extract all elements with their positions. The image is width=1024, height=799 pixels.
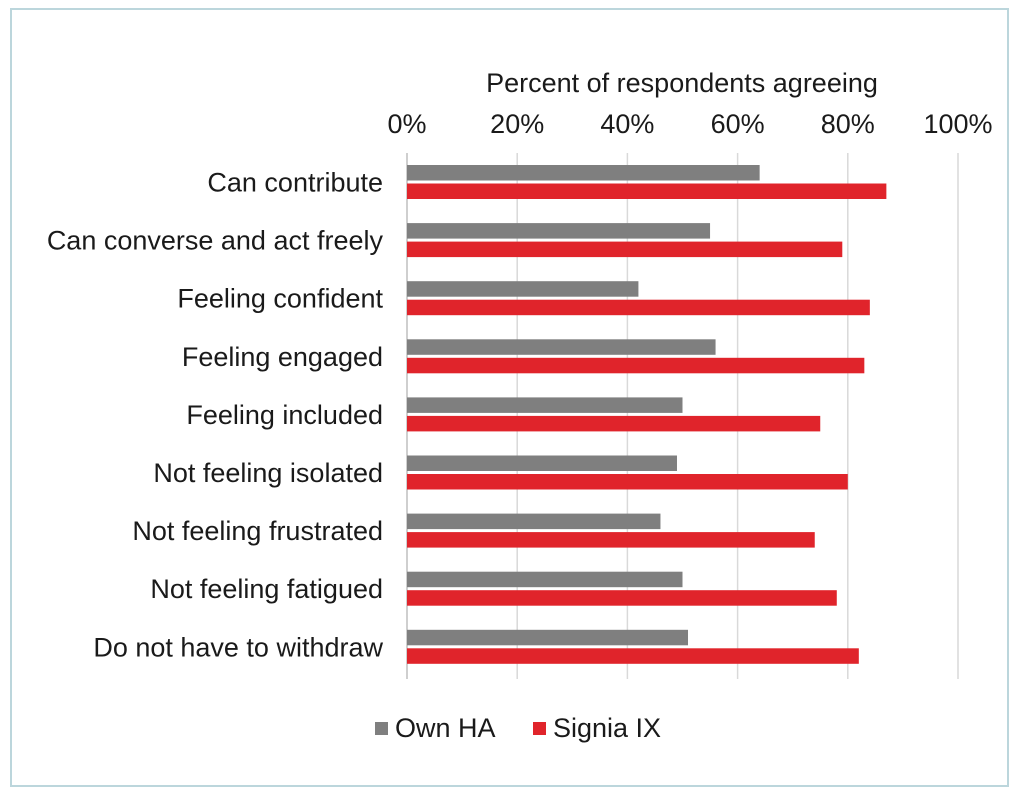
legend-swatch — [375, 722, 388, 735]
bar-signia-ix — [407, 474, 848, 490]
category-label: Feeling engaged — [182, 342, 383, 372]
category-label: Not feeling fatigued — [150, 574, 383, 604]
category-label: Do not have to withdraw — [93, 632, 383, 662]
legend-swatch — [533, 722, 546, 735]
bar-own-ha — [407, 397, 683, 413]
bar-own-ha — [407, 339, 716, 355]
bar-own-ha — [407, 165, 760, 181]
bar-own-ha — [407, 629, 689, 646]
x-tick-label: 80% — [821, 109, 875, 139]
legend-label: Signia IX — [553, 713, 661, 743]
bar-own-ha — [407, 513, 661, 530]
x-axis-ticks: 0% 20% 40% 60% 80% 100% — [387, 109, 992, 139]
category-label: Feeling confident — [177, 284, 383, 314]
x-tick-label: 100% — [923, 109, 992, 139]
category-label: Not feeling frustrated — [132, 516, 383, 546]
bar-signia-ix — [407, 241, 843, 258]
bar-signia-ix — [407, 648, 859, 664]
category-label: Not feeling isolated — [153, 458, 383, 488]
bar-own-ha — [407, 281, 639, 297]
x-tick-label: 0% — [387, 109, 426, 139]
x-tick-label: 20% — [490, 109, 544, 139]
category-label: Can converse and act freely — [47, 226, 384, 256]
category-label: Can contribute — [207, 168, 383, 198]
bar-own-ha — [407, 571, 683, 588]
category-label: Feeling included — [186, 400, 383, 430]
bar-signia-ix — [407, 415, 821, 432]
bar-signia-ix — [407, 357, 865, 374]
legend-label: Own HA — [395, 713, 496, 743]
legend: Own HA Signia IX — [375, 713, 661, 743]
x-tick-label: 60% — [711, 109, 765, 139]
bar-signia-ix — [407, 299, 870, 316]
bar-own-ha — [407, 223, 711, 239]
bar-own-ha — [407, 455, 677, 471]
bar-signia-ix — [407, 183, 887, 199]
bar-signia-ix — [407, 532, 815, 548]
chart-title: Percent of respondents agreeing — [486, 68, 878, 98]
x-tick-label: 40% — [600, 109, 654, 139]
bar-signia-ix — [407, 590, 837, 606]
bars — [407, 165, 887, 664]
category-labels: Can contribute Can converse and act freel… — [47, 168, 384, 663]
